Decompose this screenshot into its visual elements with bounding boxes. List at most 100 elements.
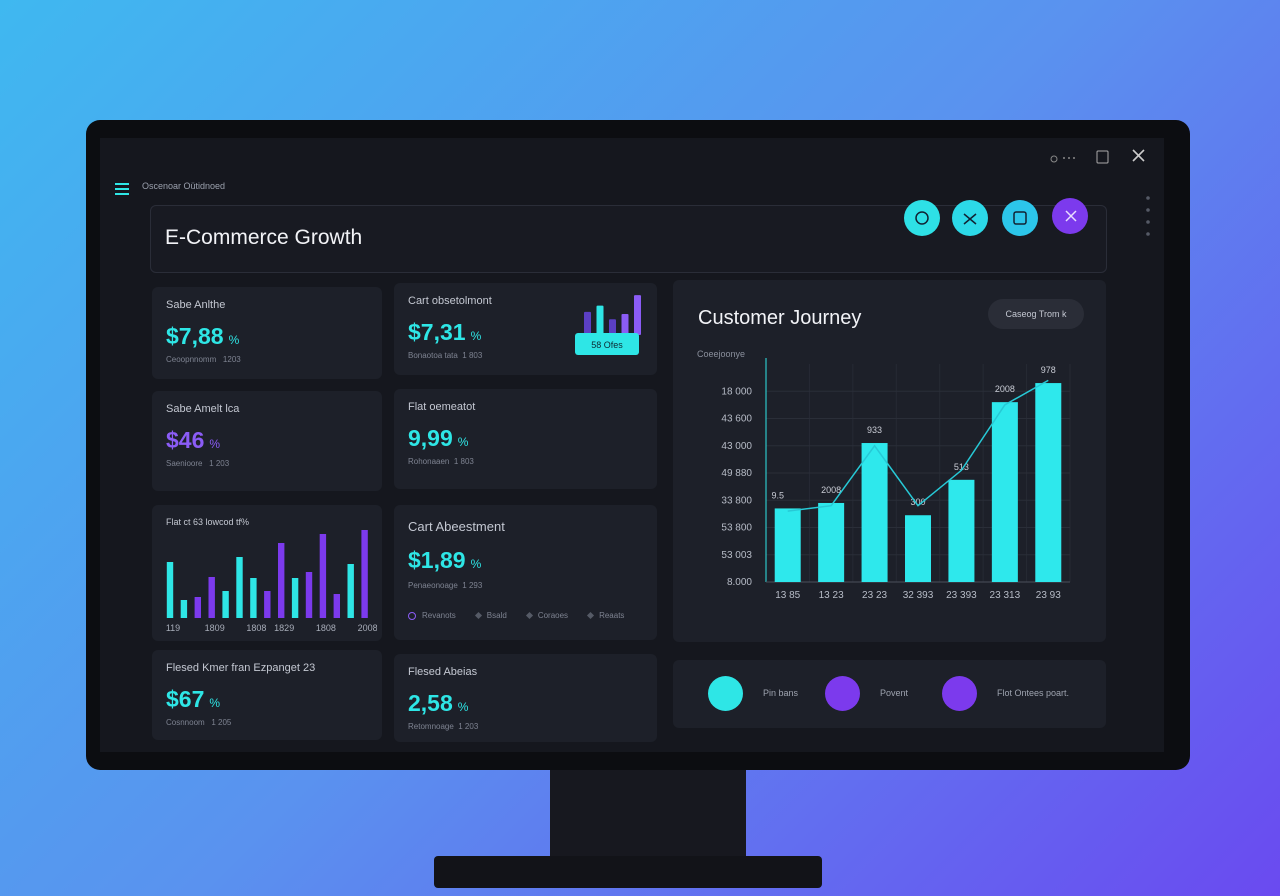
kpi-unit: % [457,435,469,449]
kpi-note: Saenioore 1 203 [166,459,230,468]
kpi-value: $7,31% [408,319,481,346]
x-tick-label: 1808 [316,623,336,633]
x-tick-label: 13 23 [819,590,844,601]
bar [236,557,243,618]
bar [634,295,641,335]
kpi-number: $7,88 [166,323,224,349]
icon-button[interactable] [1002,200,1038,236]
kpi-value: 2,58% [408,690,468,717]
kpi-value: $7,88% [166,323,239,350]
kpi-label: Sabe Amelt lca [166,403,240,415]
kpi-unit: % [228,333,240,347]
search-button[interactable] [1050,155,1075,163]
bar [609,319,616,335]
action-icon[interactable] [825,676,860,711]
y-tick-label: 33 800 [721,495,752,506]
kpi-label: Flesed Abeias [408,666,478,678]
menu-button[interactable] [114,182,130,196]
bar [596,305,604,335]
action-icon[interactable] [708,676,743,711]
header-panel: E-Commerce Growth [150,205,1107,273]
x-tick-label: 2008 [358,623,377,633]
bar [222,591,229,618]
journey-button[interactable]: Caseog Trom k [988,299,1084,329]
y-axis-label: Coeejoonye [697,349,746,359]
bar [319,534,327,618]
kpi-number: 9,99 [408,425,453,451]
chart-card: Flat ct 63 lowcod tf% 119 1809 1808 1829 1808… [152,505,382,641]
kpi-note: Ceoopnnomm 1203 [166,355,241,364]
kpi-unit: % [457,700,469,714]
kpi-unit: % [209,437,221,451]
kpi-label: Sabe Anlthe [166,299,226,311]
bar [818,502,845,582]
x-tick-label: 23 313 [990,590,1021,601]
kpi-card: Cart Abeestment $1,89% Penaeonoage 1 293 Re… [394,505,657,640]
kpi-card: Flesed Kmer fran Ezpanget 23 $67% Cosnnoom… [152,650,382,740]
legend-item[interactable]: Reaats [587,611,625,620]
legend-icon [474,611,482,620]
journey-chart: 8.000 53 003 53 800 33 800 49 880 43 000 43 60… [721,358,1071,601]
x-tick-label: 1829 [274,623,294,633]
stand-neck [550,755,746,865]
action-label[interactable]: Flot Ontees poart. [997,688,1070,698]
kpi-number: $1,89 [408,547,466,573]
icon-button[interactable] [952,200,988,236]
x-tick-label: 1808 [246,623,266,633]
bar [250,578,257,618]
bar [621,314,629,335]
legend-item[interactable]: Bsald [474,611,507,620]
kpi-number: $7,31 [408,319,466,345]
bar [264,591,271,618]
action-label[interactable]: Povent [880,688,909,698]
close-button[interactable] [1132,149,1145,162]
y-tick-label: 53 003 [721,550,752,561]
kpi-note: Rohonaaen 1 803 [408,457,474,466]
journey-title: Customer Journey [698,307,862,329]
icon-glyphs [915,210,1077,225]
y-tick-label: 49 880 [721,468,752,479]
kpi-note: Penaeonoage 1 293 [408,581,483,590]
kpi-label: Cart Abeestment [408,519,505,534]
kpi-unit: % [470,557,482,571]
legend-icon [408,611,416,620]
x-tick-label: 1809 [205,623,225,633]
bar-annotation: 300 [910,497,925,507]
x-tick-label: 32 393 [903,590,934,601]
y-tick-label: 8.000 [727,577,752,588]
kpi-card: Flat oemeatot 9,99% Rohonaaen 1 803 [394,389,657,489]
bar [774,508,801,582]
window-button[interactable] [1096,150,1109,164]
more-dots[interactable] [1144,194,1152,240]
kpi-note: Cosnnoom 1 205 [166,718,232,727]
legend-item[interactable]: Coraoes [525,611,569,620]
action-icon[interactable] [942,676,977,711]
stand-base [434,856,822,888]
bar [278,543,285,618]
legend-text: Coraoes [537,611,569,620]
bar [305,572,313,618]
y-tick-label: 43 000 [721,441,752,452]
kpi-label: Flesed Kmer fran Ezpanget 23 [166,662,316,674]
mini-chart: 58 Ofes [575,295,641,355]
bar [208,577,215,618]
kpi-label: Cart obsetolmont [408,295,492,307]
bar [291,578,299,618]
legend-row: Revanots Bsald Coraoes Reaats [408,611,624,620]
kpi-value: $1,89% [408,547,481,574]
icon-button[interactable] [904,200,940,236]
legend-item[interactable]: Revanots [408,611,456,620]
kpi-card: Cart obsetolmont $7,31% Bonaotoa tata 1 80… [394,283,657,375]
kpi-label: Flat oemeatot [408,401,476,413]
window-controls [1050,149,1145,164]
action-label[interactable]: Pin bans [763,688,799,698]
bar [361,530,368,618]
y-tick-label: 18 000 [721,386,752,397]
legend-text: Reaats [599,611,625,620]
legend-icon [587,611,595,620]
kpi-value: 9,99% [408,425,468,452]
breadcrumb: Oscenoar Oütidnoed [142,181,226,191]
x-tick-label: 23 93 [1036,590,1061,601]
x-tick-label: 23 23 [862,590,887,601]
bar [194,597,201,618]
